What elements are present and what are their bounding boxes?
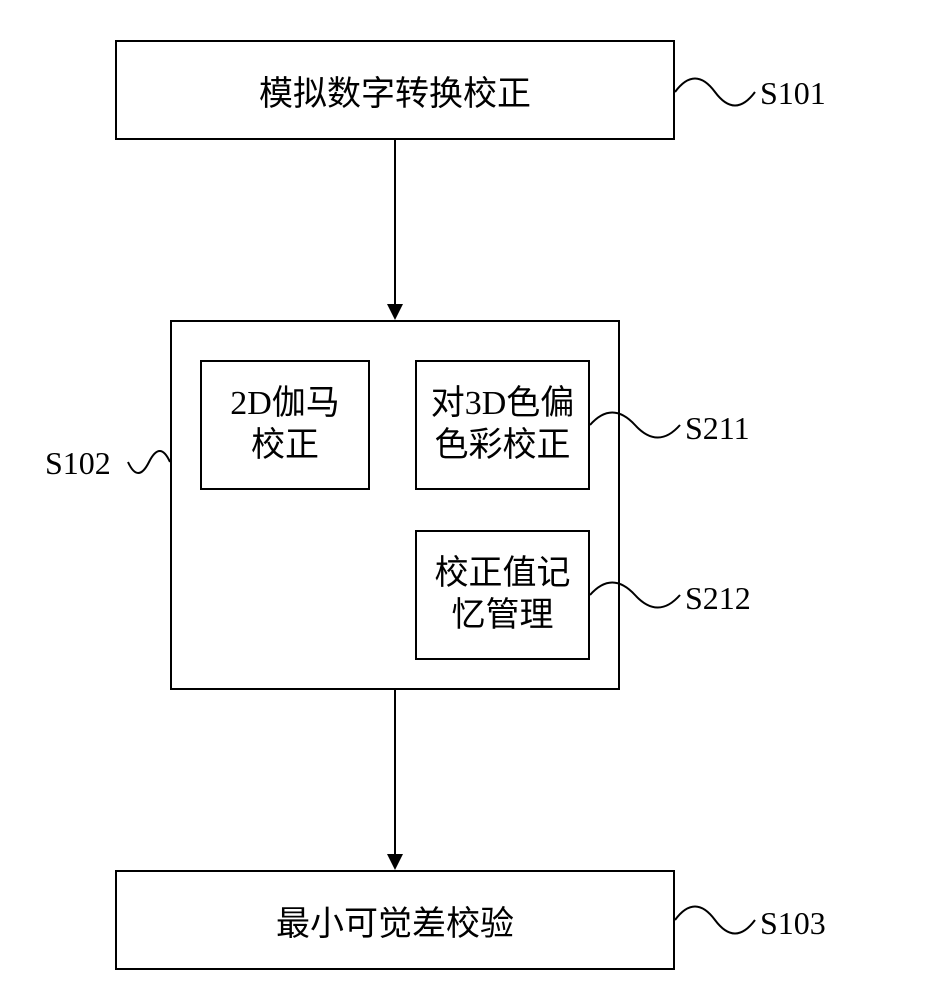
label-s101: S101	[760, 75, 826, 112]
label-s211: S211	[685, 410, 750, 447]
label-s102: S102	[45, 445, 111, 482]
connector-s103	[0, 0, 928, 1000]
label-s103: S103	[760, 905, 826, 942]
label-s212: S212	[685, 580, 751, 617]
